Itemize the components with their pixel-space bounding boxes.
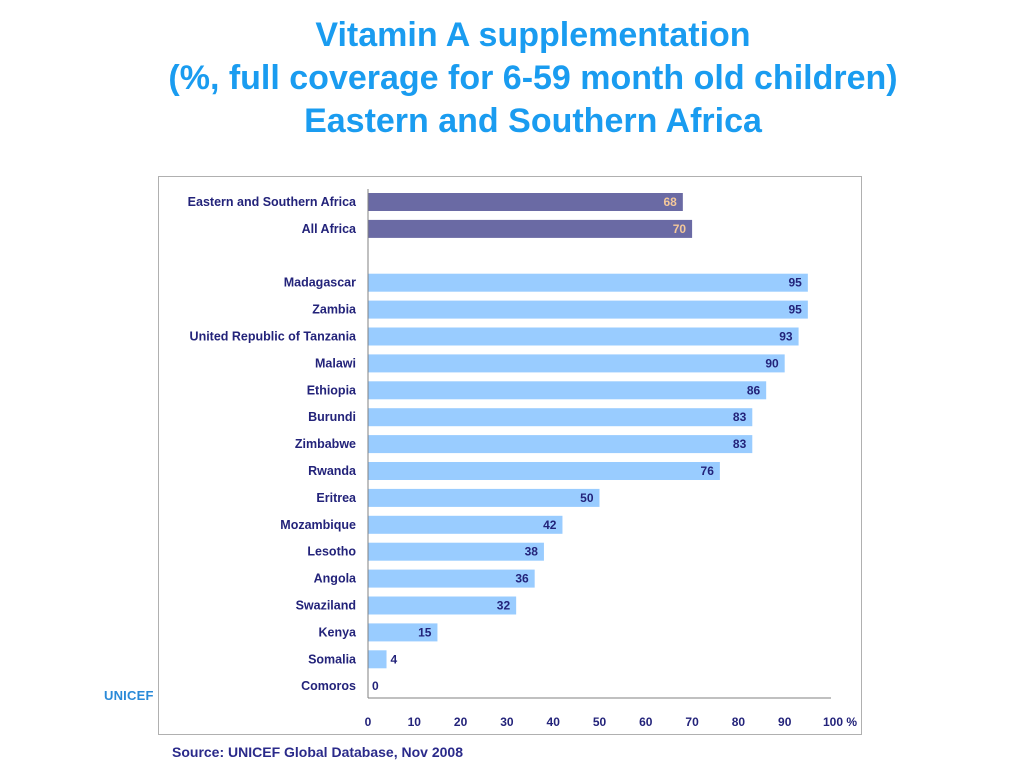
- source-note: Source: UNICEF Global Database, Nov 2008: [172, 744, 463, 760]
- x-tick-label: 90: [778, 715, 792, 729]
- bar: [368, 300, 808, 319]
- chart-area: Eastern and Southern Africa 68 All Africa 7…: [158, 176, 862, 735]
- data-label: 4: [391, 652, 398, 666]
- category-label: Kenya: [318, 625, 357, 639]
- data-label: 42: [543, 518, 557, 532]
- x-tick-label: 0: [365, 715, 372, 729]
- category-label: Lesotho: [307, 545, 356, 559]
- category-label: Angola: [314, 572, 357, 586]
- bar: [368, 488, 600, 507]
- data-label: 70: [673, 222, 687, 236]
- data-label: 50: [580, 491, 594, 505]
- bar: [368, 273, 808, 292]
- category-label: Swaziland: [296, 599, 356, 613]
- category-label: Somalia: [308, 652, 357, 666]
- bar: [368, 327, 799, 346]
- category-label: Zimbabwe: [295, 437, 356, 451]
- x-tick-label: 50: [593, 715, 607, 729]
- chart-title: Vitamin A supplementation (%, full cover…: [60, 14, 1006, 143]
- title-line-1: Vitamin A supplementation: [315, 16, 751, 54]
- bar: [368, 515, 563, 534]
- category-label: Zambia: [312, 303, 357, 317]
- bar: [368, 354, 785, 373]
- x-tick-label: 10: [408, 715, 422, 729]
- title-line-2: (%, full coverage for 6-59 month old chi…: [168, 59, 898, 97]
- bar: [368, 569, 535, 588]
- data-label: 95: [788, 276, 802, 290]
- x-tick-label: 70: [685, 715, 699, 729]
- x-tick-label: 40: [547, 715, 561, 729]
- x-tick-label: 20: [454, 715, 468, 729]
- data-label: 68: [663, 195, 677, 209]
- category-label: Burundi: [308, 410, 356, 424]
- category-label: Malawi: [315, 356, 356, 370]
- bar: [368, 381, 767, 400]
- unicef-logo: UNICEF: [104, 688, 154, 703]
- bar: [368, 623, 438, 642]
- bar: [368, 596, 517, 615]
- category-label: All Africa: [302, 222, 357, 236]
- data-label: 38: [525, 545, 539, 559]
- bar: [368, 435, 753, 454]
- data-label: 93: [779, 330, 793, 344]
- data-label: 95: [788, 303, 802, 317]
- bar-chart: Eastern and Southern Africa 68 All Africa 7…: [188, 189, 857, 729]
- category-label: Mozambique: [280, 518, 356, 532]
- data-label: 76: [701, 464, 715, 478]
- category-label: Comoros: [301, 679, 356, 693]
- bar: [368, 193, 683, 211]
- category-label: United Republic of Tanzania: [190, 330, 357, 344]
- category-label: Eastern and Southern Africa: [188, 195, 357, 209]
- data-label: 36: [515, 572, 529, 586]
- category-label: Madagascar: [284, 276, 356, 290]
- data-label: 83: [733, 410, 747, 424]
- x-tick-label: 80: [732, 715, 746, 729]
- category-label: Rwanda: [308, 464, 357, 478]
- data-label: 86: [747, 383, 761, 397]
- bar: [368, 462, 720, 480]
- category-label: Ethiopia: [307, 383, 357, 397]
- x-tick-label: 30: [500, 715, 514, 729]
- bar: [368, 219, 693, 238]
- x-tick-label: 60: [639, 715, 653, 729]
- data-label: 32: [497, 599, 511, 613]
- bar: [368, 542, 544, 561]
- title-line-3: Eastern and Southern Africa: [304, 102, 762, 140]
- data-label: 90: [765, 356, 779, 370]
- data-label: 15: [418, 625, 432, 639]
- data-label: 83: [733, 437, 747, 451]
- bar: [368, 650, 387, 669]
- data-label: 0: [372, 679, 379, 693]
- bar: [368, 408, 753, 427]
- x-tick-label: 100 %: [823, 715, 857, 729]
- category-label: Eritrea: [316, 491, 357, 505]
